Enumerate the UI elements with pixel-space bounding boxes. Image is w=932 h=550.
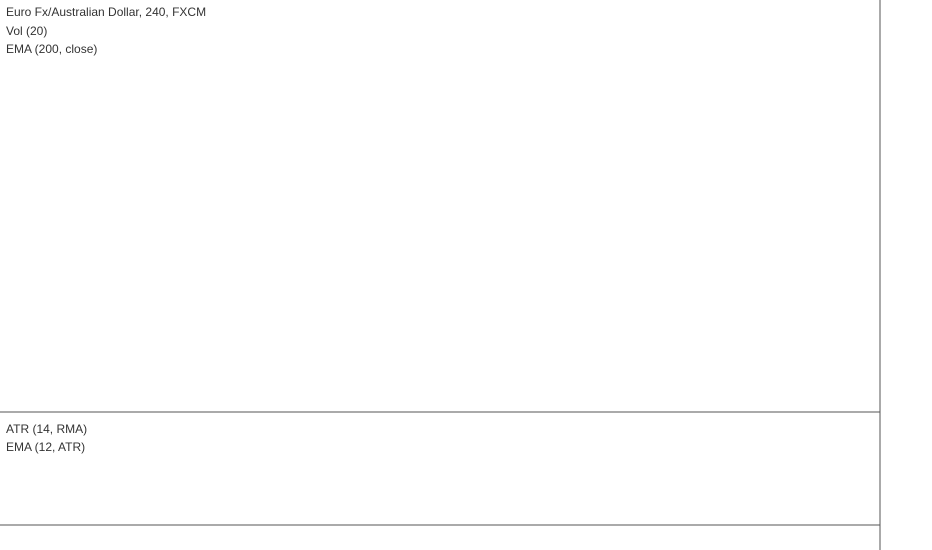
legend-entry: EMA (12, ATR) — [6, 440, 85, 454]
legend-entry: EMA (200, close) — [6, 42, 97, 56]
symbol-title: Euro Fx/Australian Dollar, 240, FXCM — [6, 5, 206, 19]
legend-entry: ATR (14, RMA) — [6, 422, 87, 436]
legend-entry: Vol (20) — [6, 24, 47, 38]
